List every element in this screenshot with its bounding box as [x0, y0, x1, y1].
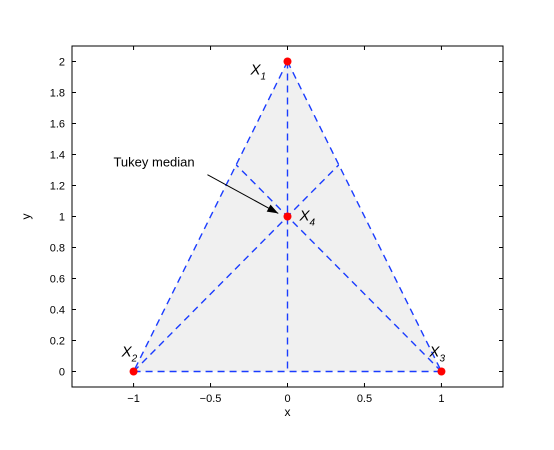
- y-tick-label: 1.6: [50, 119, 65, 131]
- point-label-4: X4: [299, 208, 316, 229]
- triangle-edge-right: [286, 61, 443, 372]
- x-tick-label: 1: [438, 393, 444, 405]
- y-tick-label: 2: [59, 57, 65, 69]
- x-axis-label: x: [285, 405, 291, 419]
- data-point-4: [283, 212, 292, 221]
- x-tick-label: −1: [127, 393, 140, 405]
- y-tick-label: 0.2: [50, 336, 65, 348]
- annotation-text: Tukey median: [113, 155, 194, 170]
- x-tick-label: 0: [284, 393, 290, 405]
- y-tick-label: 0.6: [50, 274, 65, 286]
- x-tick-label: 0.5: [357, 393, 372, 405]
- x-tick-label: −0.5: [200, 393, 222, 405]
- annotation-arrow-line: [207, 174, 279, 214]
- data-point-3: [437, 367, 446, 376]
- y-axis-label: y: [19, 214, 33, 220]
- y-tick-label: 0.8: [50, 243, 65, 255]
- y-tick-label: 1: [59, 212, 65, 224]
- data-point-1: [283, 57, 292, 66]
- point-label-1: X1: [250, 62, 267, 83]
- data-point-2: [129, 367, 138, 376]
- y-tick-label: 0.4: [50, 305, 65, 317]
- y-tick-label: 1.4: [50, 150, 65, 162]
- y-tick-label: 1.8: [50, 88, 65, 100]
- annotation-arrowhead: [266, 204, 279, 214]
- triangle-edge-left: [132, 61, 289, 372]
- point-label-2: X2: [121, 344, 138, 365]
- y-tick-label: 0: [59, 367, 65, 379]
- point-label-3: X3: [428, 344, 445, 365]
- median-segment-3: [235, 164, 442, 372]
- y-tick-label: 1.2: [50, 181, 65, 193]
- median-segment-2: [133, 164, 340, 372]
